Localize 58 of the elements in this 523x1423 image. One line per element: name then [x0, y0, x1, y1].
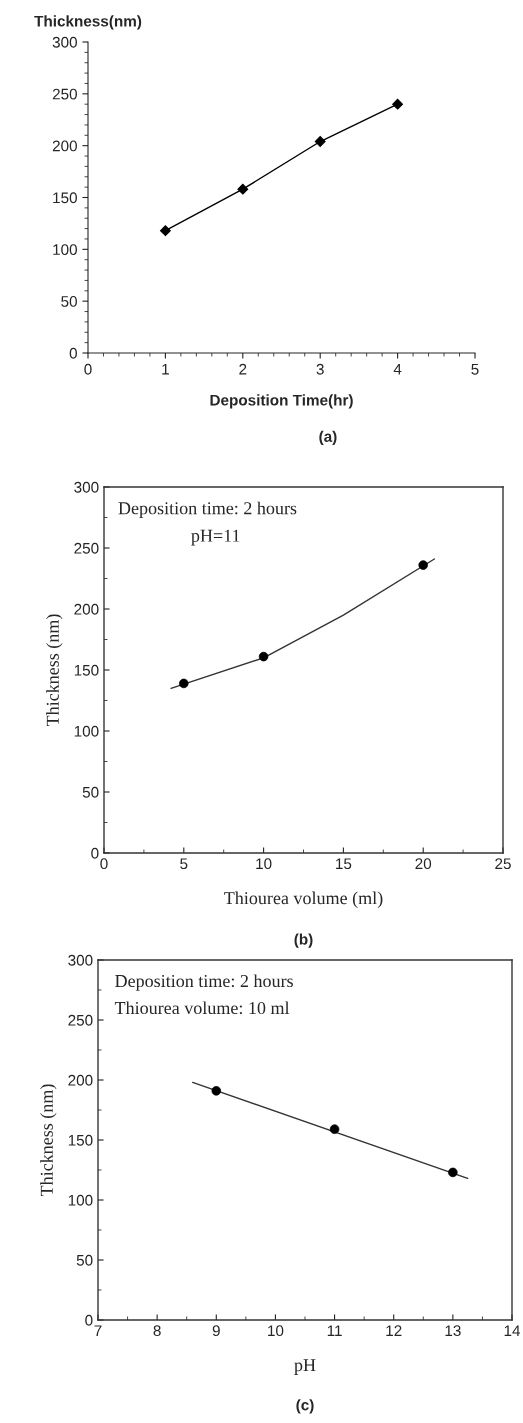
text: (c)	[296, 1399, 314, 1414]
text: (a)	[319, 430, 337, 445]
point	[392, 98, 404, 110]
y-axis-title: Thickness(nm)	[34, 15, 142, 30]
y-tick-label: 100	[74, 725, 99, 737]
y-tick-label: 0	[91, 847, 99, 859]
annotation: Deposition time: 2 hours	[115, 974, 293, 991]
x-tick-label: 13	[445, 1325, 461, 1337]
y-axis-title: Thickness (nm)	[40, 1084, 57, 1197]
y-tick-label: 100	[53, 244, 77, 256]
x-tick-label: 1	[162, 363, 169, 375]
y-tick-label: 200	[52, 140, 77, 152]
x-tick-label: 25	[495, 858, 511, 870]
x-axis-title: Deposition Time(hr)	[210, 394, 353, 409]
x-tick-label: 10	[256, 858, 272, 870]
x-tick-label: 3	[316, 363, 324, 375]
x-tick-label: 9	[212, 1325, 220, 1337]
line-series	[170, 558, 436, 689]
y-tick-label: 0	[69, 347, 77, 359]
x-axis-title: Thiourea volume (ml)	[224, 891, 383, 908]
y-tick-label: 250	[52, 88, 77, 100]
x-tick-label: 14	[504, 1325, 521, 1336]
y-tick-label: 300	[52, 36, 77, 48]
y-tick-label: 100	[68, 1194, 93, 1206]
y-tick-label: 300	[68, 954, 93, 966]
y-tick-label: 200	[68, 1074, 93, 1086]
point	[237, 183, 249, 195]
x-tick-label: 0	[100, 858, 108, 870]
y-tick-label: 50	[76, 1254, 93, 1266]
x-tick-label: 12	[386, 1325, 402, 1336]
x-tick-label: 15	[336, 858, 352, 870]
point	[159, 225, 171, 237]
annotation: pH=11	[191, 529, 240, 546]
y-tick-label: 250	[74, 542, 99, 554]
y-tick-label: 250	[68, 1014, 93, 1026]
x-tick-label: 20	[415, 858, 432, 870]
x-tick-label: 10	[268, 1325, 284, 1337]
x-tick-label: 7	[94, 1325, 102, 1336]
x-tick-label: 5	[180, 858, 188, 870]
y-tick-label: 0	[85, 1314, 93, 1326]
y-tick-label: 300	[74, 481, 99, 493]
x-axis-title: pH	[294, 1359, 316, 1375]
point	[314, 136, 326, 147]
y-tick-label: 150	[74, 664, 99, 676]
y-tick-label: 150	[53, 192, 77, 204]
y-tick-label: 150	[68, 1134, 93, 1146]
annotation: Deposition time: 2 hours	[118, 501, 297, 519]
x-tick-label: 5	[471, 363, 479, 375]
x-tick-label: 4	[393, 363, 402, 375]
x-tick-label: 2	[239, 363, 247, 375]
x-tick-label: 11	[327, 1325, 342, 1336]
x-tick-label: 8	[153, 1325, 161, 1337]
text: (b)	[294, 933, 313, 948]
y-tick-label: 50	[61, 296, 77, 307]
y-tick-label: 50	[82, 786, 99, 798]
y-tick-label: 200	[74, 603, 99, 615]
y-axis-title: Thickness (nm)	[46, 614, 63, 727]
annotation: Thiourea volume: 10 ml	[114, 1001, 290, 1015]
